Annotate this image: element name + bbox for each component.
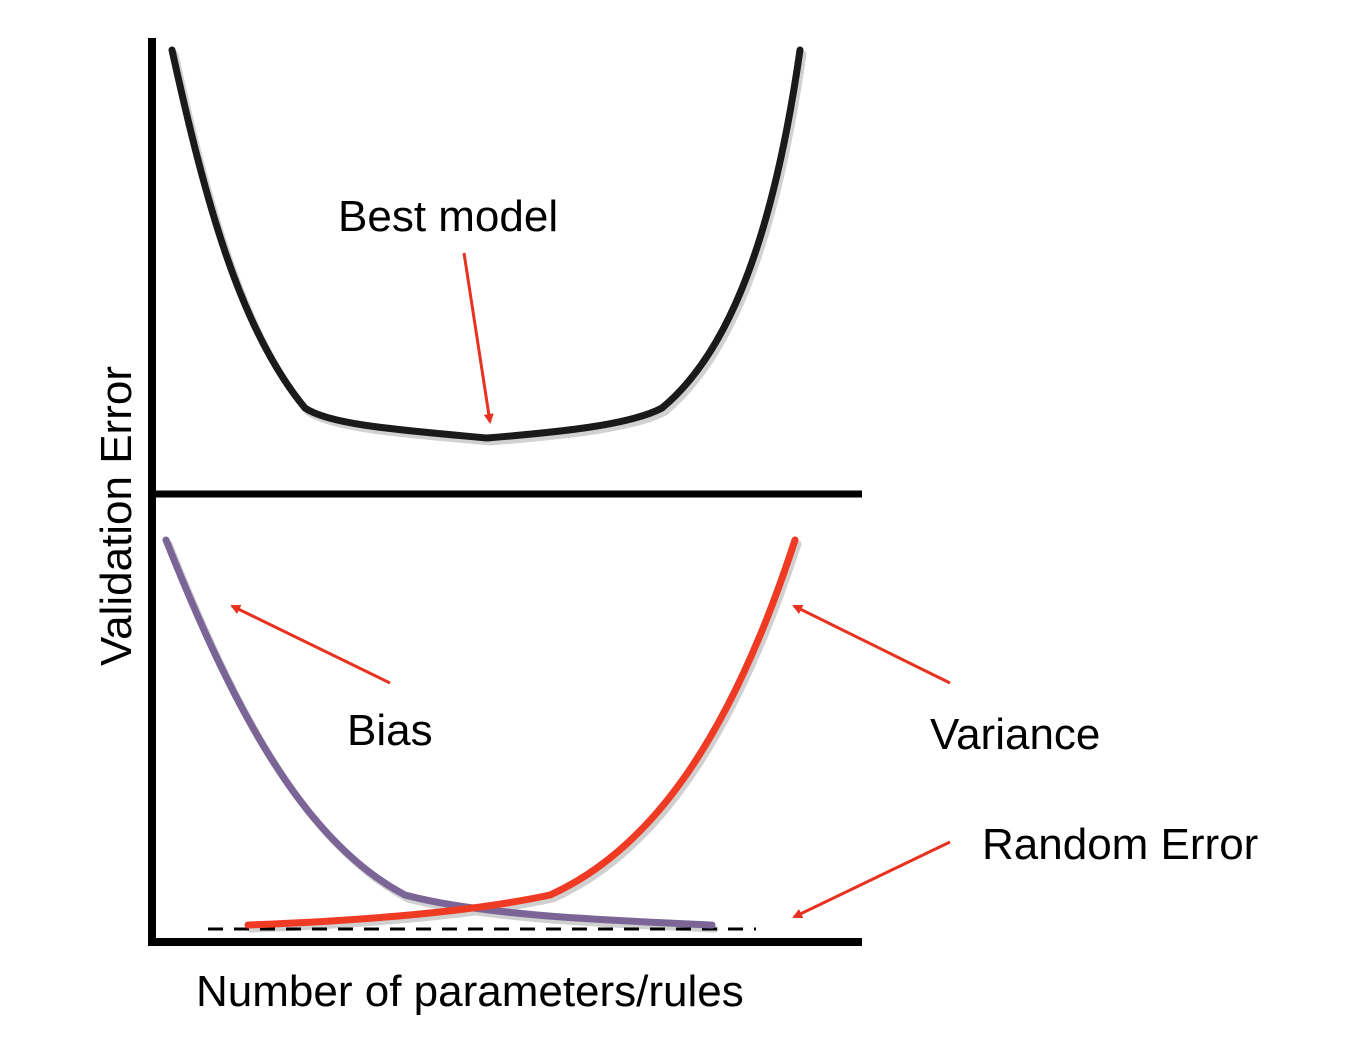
variance-curve: [244, 536, 799, 929]
variance-label: Variance: [930, 710, 1100, 759]
x-axis-label: Number of parameters/rules: [196, 967, 744, 1016]
best-model-label: Best model: [338, 192, 558, 241]
arrow-icon: [230, 604, 391, 685]
bias-curve: [162, 536, 716, 929]
random-error-label: Random Error: [982, 820, 1258, 869]
bias-label: Bias: [347, 706, 433, 755]
total-error-curve: [168, 46, 804, 442]
arrow-icon: [462, 252, 494, 424]
y-axis-label: Validation Error: [92, 366, 141, 666]
arrow-icon: [792, 604, 951, 685]
arrow-icon: [792, 840, 951, 919]
